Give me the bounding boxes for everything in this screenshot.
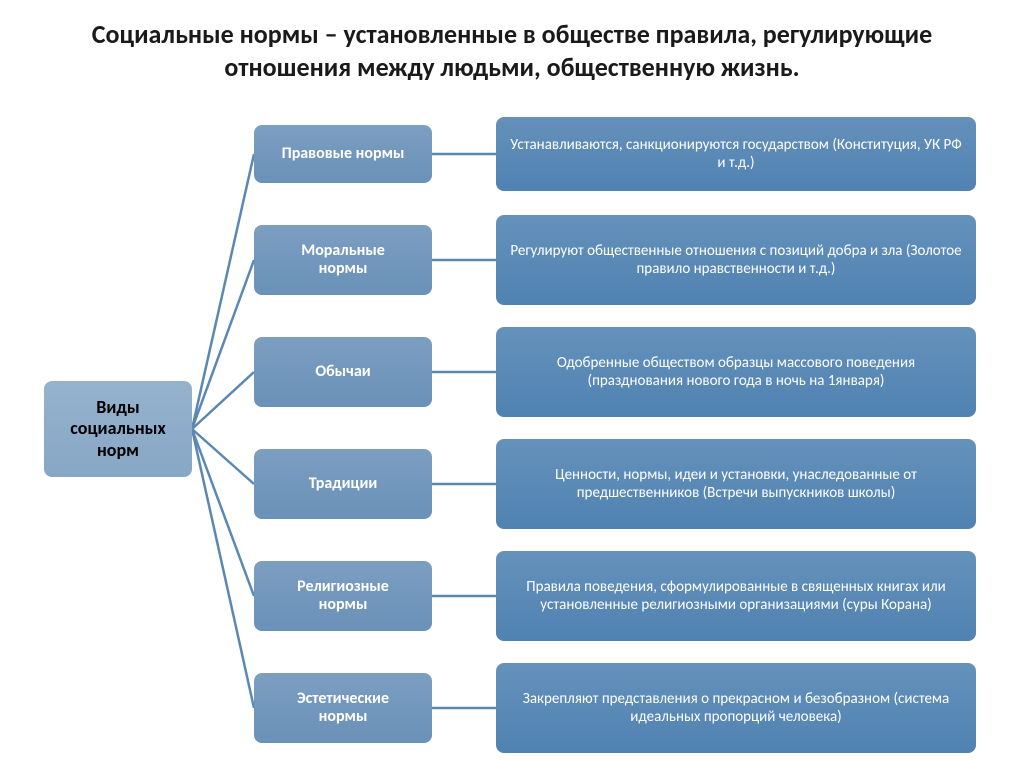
type-node-5: Эстетические нормы [254, 673, 432, 743]
desc-node-1: Регулируют общественные отношения с пози… [496, 215, 976, 305]
diagram-area: Виды социальных норм Правовые нормы Устана… [0, 93, 1024, 763]
type-node-2: Обычаи [254, 337, 432, 407]
type-node-3: Традиции [254, 449, 432, 519]
root-node: Виды социальных норм [44, 381, 192, 477]
desc-node-3: Ценности, нормы, идеи и установки, унасл… [496, 439, 976, 529]
type-node-1: Моральные нормы [254, 225, 432, 295]
type-node-0: Правовые нормы [254, 125, 432, 183]
desc-node-5: Закрепляют представления о прекрасном и … [496, 663, 976, 753]
type-node-4: Религиозные нормы [254, 561, 432, 631]
desc-node-4: Правила поведения, сформулированные в св… [496, 551, 976, 641]
desc-node-0: Устанавливаются, санкционируются государ… [496, 117, 976, 191]
desc-node-2: Одобренные обществом образцы массового п… [496, 327, 976, 417]
page-title: Социальные нормы – установленные в общес… [0, 0, 1024, 93]
